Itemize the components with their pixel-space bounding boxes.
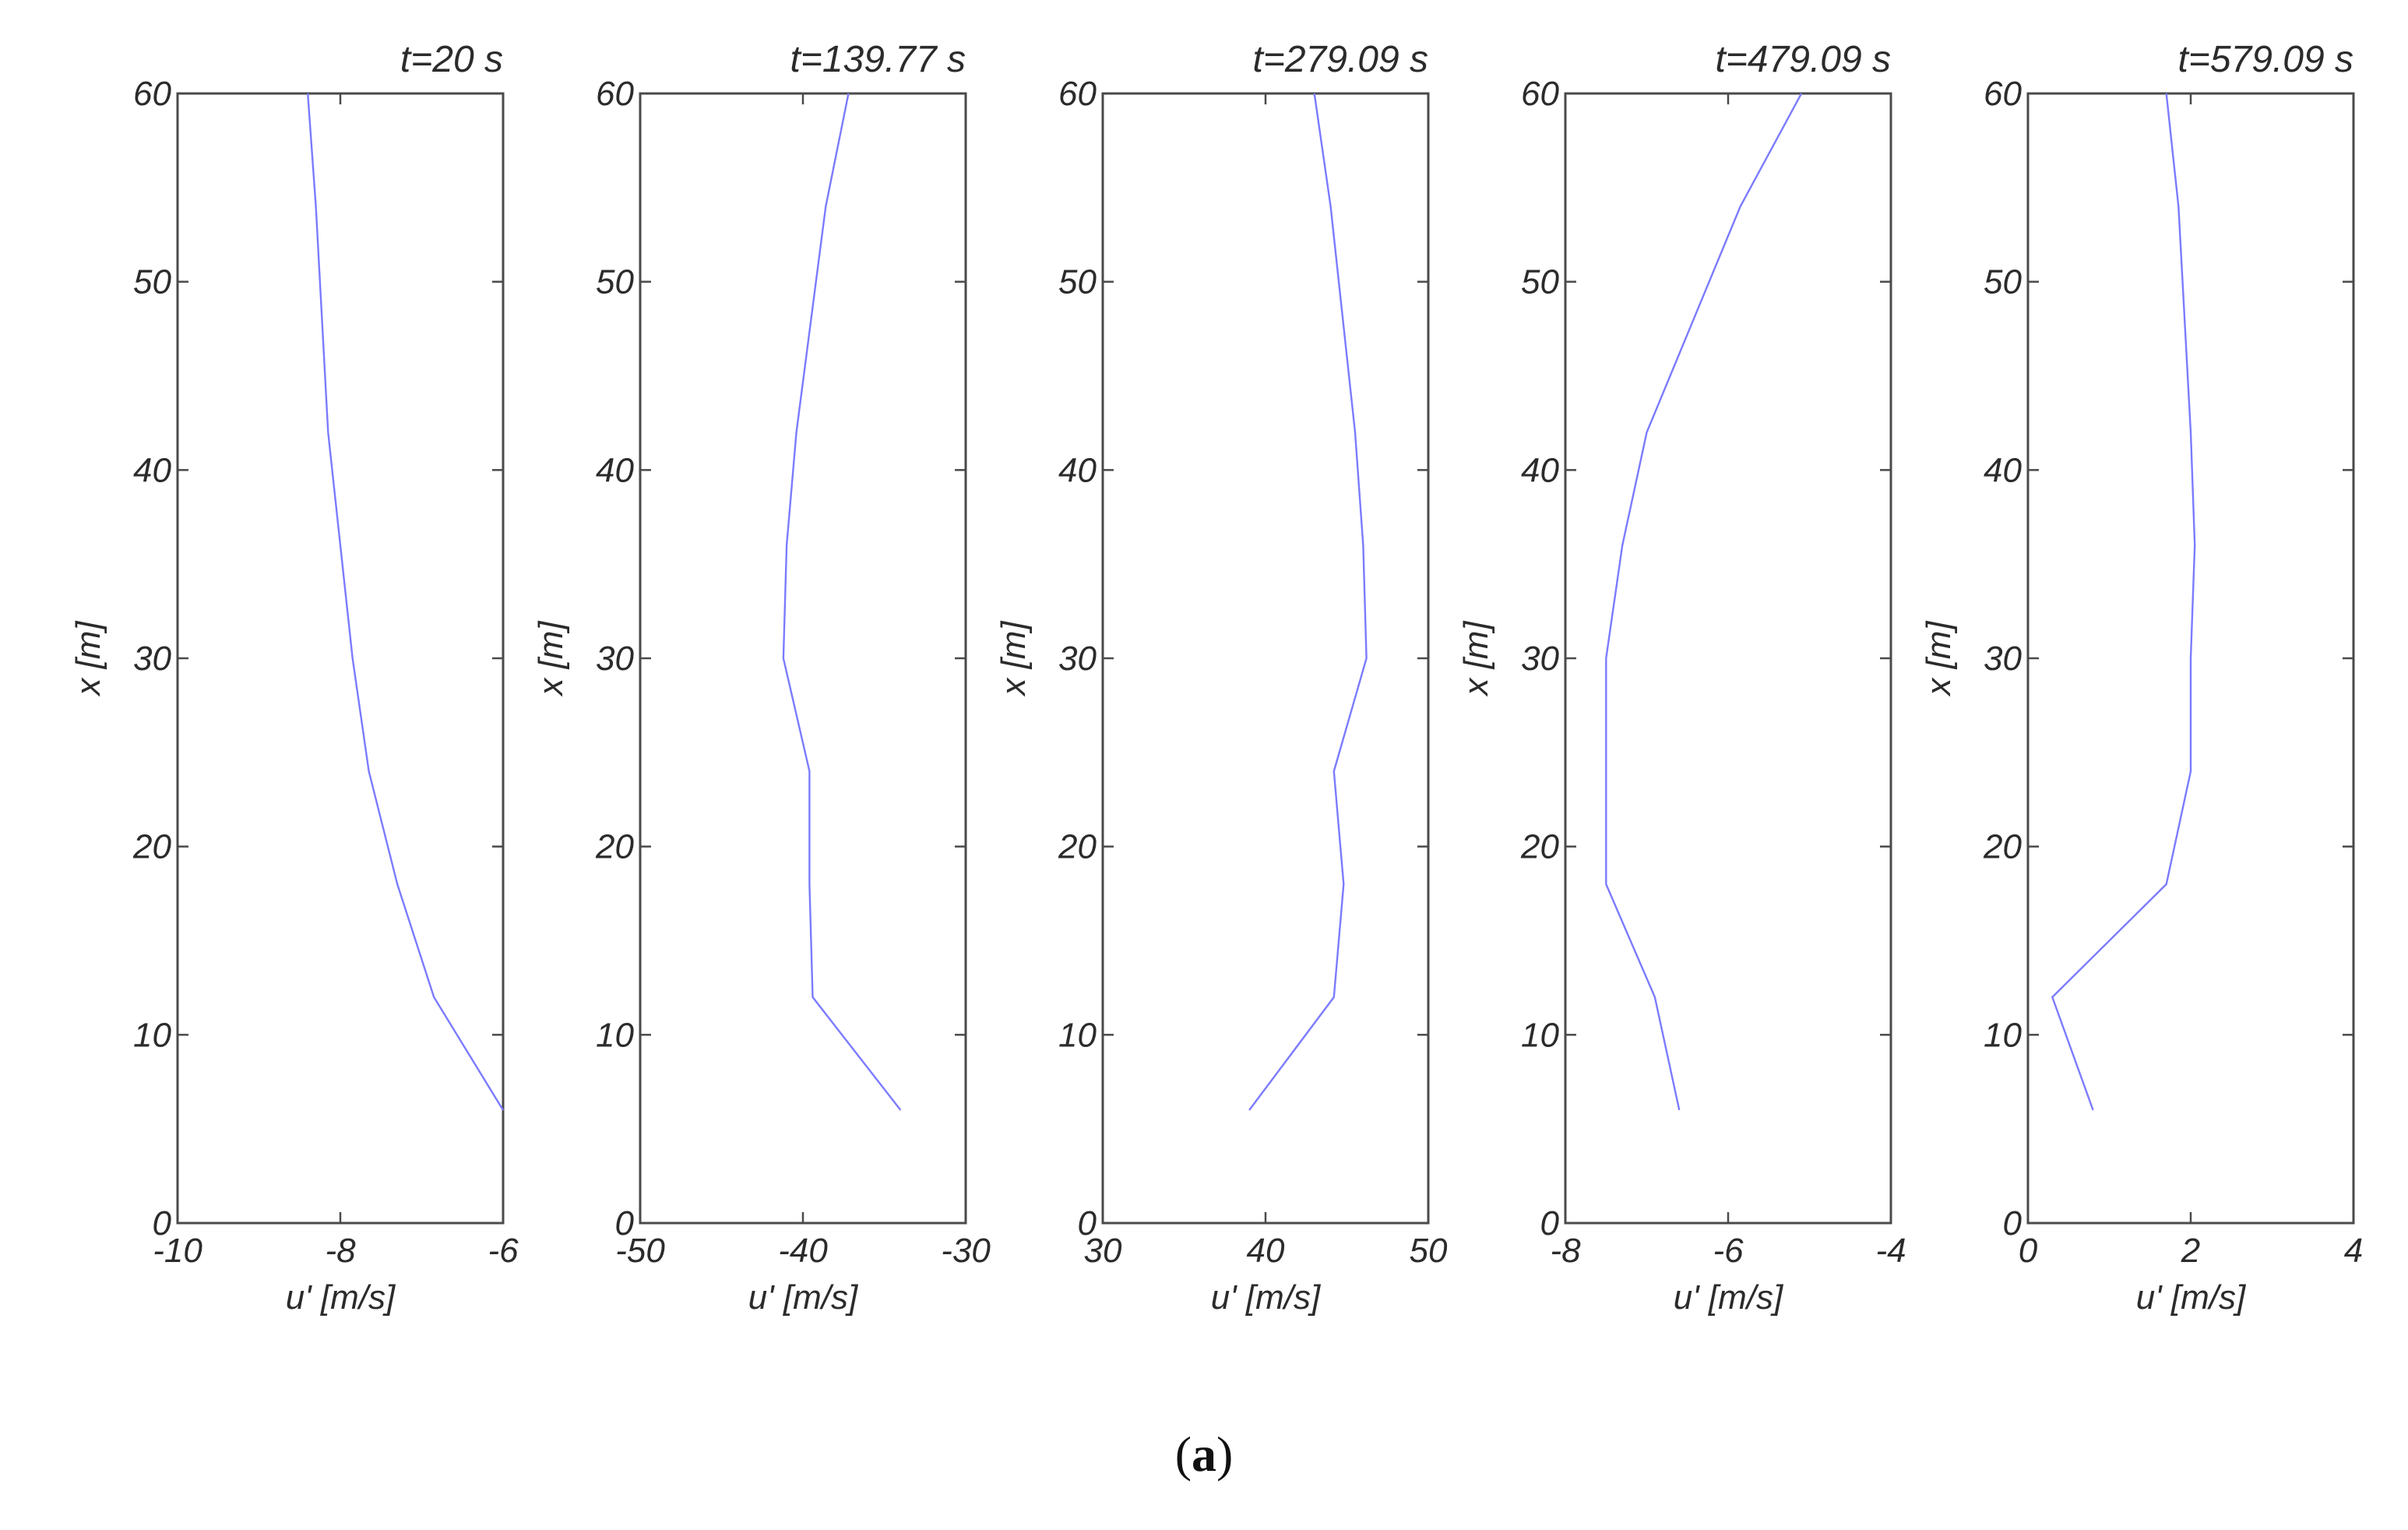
caption-letter: a (1192, 1426, 1216, 1482)
plot-frame (1101, 92, 1430, 1225)
y-tick-label: 60 (133, 75, 171, 113)
x-tick-label: -50 (615, 1232, 665, 1270)
y-tick-label: 60 (596, 75, 634, 113)
y-tick-label: 60 (1521, 75, 1559, 113)
plot-frame (176, 92, 505, 1225)
x-tick-label: -40 (778, 1232, 828, 1270)
x-axis-label: u' [m/s] (2136, 1278, 2247, 1317)
panel-title: t=479.09 s (1715, 39, 1891, 80)
y-tick-label: 10 (596, 1016, 634, 1054)
panel-3: 0 10 20 30 40 50 60 30 40 50 t=279.09 s u' [m/s] x [… (995, 39, 1448, 1317)
panel-4: 0 10 20 30 40 50 60 -8 -6 -4 t=479.09 s u' [m/s] x [… (1457, 39, 1906, 1317)
y-tick-label: 10 (1521, 1016, 1559, 1054)
y-axis-label: x [m] (995, 620, 1033, 697)
y-tick-label: 40 (1058, 451, 1097, 489)
x-axis-label: u' [m/s] (748, 1278, 859, 1317)
y-axis-label: x [m] (69, 620, 107, 697)
y-axis-label: x [m] (1920, 620, 1958, 697)
x-tick-label: -8 (325, 1232, 356, 1270)
x-tick-label: 2 (2181, 1232, 2200, 1270)
x-tick-label: -6 (488, 1232, 519, 1270)
y-tick-label: 50 (596, 263, 634, 301)
series-line (1248, 93, 1368, 1111)
x-tick-label: -30 (941, 1232, 991, 1270)
y-tick-label: 20 (1520, 828, 1559, 866)
y-tick-label: 50 (1521, 263, 1559, 301)
x-tick-label: 0 (2019, 1232, 2038, 1270)
y-tick-label: 40 (1984, 451, 2022, 489)
panel-5: 0 10 20 30 40 50 60 0 2 4 t=579.09 s u' [m/s] x [m] (1920, 39, 2363, 1317)
y-tick-label: 40 (596, 451, 634, 489)
x-tick-label: 30 (1084, 1232, 1122, 1270)
y-tick-label: 10 (133, 1016, 171, 1054)
y-tick-label: 0 (1078, 1204, 1097, 1243)
y-axis-label: x [m] (1457, 620, 1495, 697)
series-line (782, 93, 902, 1111)
x-tick-label: -6 (1713, 1232, 1744, 1270)
y-tick-label: 30 (1984, 640, 2022, 678)
y-tick-label: 20 (1058, 828, 1097, 866)
y-tick-label: 40 (1521, 451, 1559, 489)
panel-title: t=20 s (400, 39, 503, 80)
y-tick-label: 10 (1058, 1016, 1097, 1054)
x-axis-label: u' [m/s] (286, 1278, 396, 1317)
y-tick-label: 50 (1984, 263, 2022, 301)
x-tick-label: 4 (2344, 1232, 2363, 1270)
y-tick-label: 60 (1058, 75, 1097, 113)
y-tick-label: 50 (133, 263, 171, 301)
y-tick-label: 0 (2003, 1204, 2023, 1243)
y-tick-label: 50 (1058, 263, 1097, 301)
y-tick-label: 0 (615, 1204, 635, 1243)
caption-close-paren: ) (1216, 1426, 1234, 1482)
plot-frame (1564, 92, 1892, 1225)
plot-frame (639, 92, 967, 1225)
y-tick-label: 10 (1984, 1016, 2022, 1054)
panel-title: t=279.09 s (1252, 39, 1428, 80)
x-tick-label: -10 (153, 1232, 202, 1270)
y-tick-label: 0 (153, 1204, 172, 1243)
x-axis-label: u' [m/s] (1211, 1278, 1322, 1317)
panel-2: 0 10 20 30 40 50 60 -50 -40 -30 t=139.77 s u' [m/s]… (532, 39, 991, 1317)
y-tick-label: 30 (596, 640, 634, 678)
panel-1: 0 10 20 30 40 50 60 -10 -8 -6 t=20 s u' [m/s] x [m] (69, 39, 519, 1317)
caption-open-paren: ( (1174, 1426, 1192, 1482)
y-tick-label: 20 (1983, 828, 2022, 866)
y-tick-label: 30 (1521, 640, 1559, 678)
series-line (307, 93, 505, 1111)
y-tick-label: 40 (133, 451, 171, 489)
series-line (2051, 93, 2196, 1111)
y-tick-label: 60 (1984, 75, 2022, 113)
y-tick-label: 30 (133, 640, 171, 678)
x-tick-label: 50 (1410, 1232, 1448, 1270)
y-axis-label: x [m] (532, 620, 570, 697)
y-tick-label: 0 (1540, 1204, 1560, 1243)
y-tick-label: 20 (132, 828, 171, 866)
panel-title: t=139.77 s (790, 39, 966, 80)
x-axis-label: u' [m/s] (1674, 1278, 1784, 1317)
y-tick-label: 20 (595, 828, 634, 866)
series-line (1605, 93, 1803, 1111)
panel-title: t=579.09 s (2177, 39, 2353, 80)
x-tick-label: -8 (1550, 1232, 1581, 1270)
y-tick-label: 30 (1058, 640, 1097, 678)
x-tick-label: -4 (1875, 1232, 1906, 1270)
x-tick-label: 40 (1247, 1232, 1285, 1270)
figure-caption: (a) (0, 1426, 2408, 1483)
